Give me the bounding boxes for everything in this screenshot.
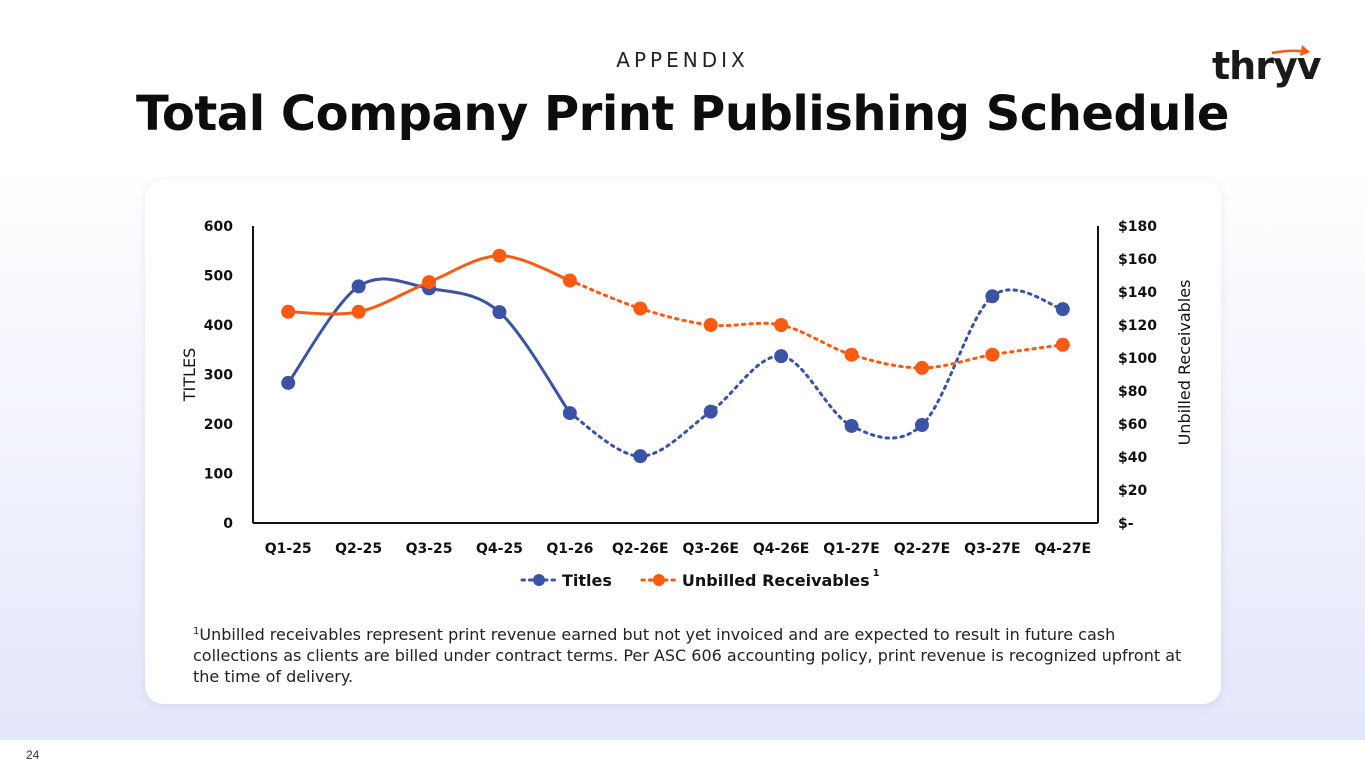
y-tick-label: 400: [204, 318, 233, 334]
x-tick-label: Q4-27E: [1035, 541, 1092, 557]
titles-point: [562, 406, 577, 421]
legend-label-unbilled-receivables: Unbilled Receivables: [682, 571, 870, 590]
unbilled-receivables-point: [703, 318, 718, 332]
titles-line-estimate: [568, 288, 1065, 458]
y2-tick-label: $160: [1118, 252, 1157, 268]
y2-tick-label: $60: [1118, 417, 1147, 433]
x-tick-label: Q2-25: [335, 541, 382, 557]
x-tick-label: Q3-26E: [682, 541, 739, 557]
legend-label-titles: Titles: [562, 571, 612, 590]
x-tick-label: Q3-27E: [964, 541, 1021, 557]
titles-point: [703, 404, 718, 419]
section-kicker: APPENDIX: [616, 48, 749, 72]
y-tick-label: 600: [204, 219, 233, 235]
y-tick-label: 300: [204, 368, 233, 384]
thryv-logo: thryv: [1208, 40, 1321, 90]
footnote: 1Unbilled receivables represent print re…: [193, 624, 1193, 687]
titles-point: [914, 417, 929, 432]
titles-point: [281, 375, 296, 390]
page-title: Total Company Print Publishing Schedule: [136, 86, 1229, 142]
page-number: 24: [26, 748, 40, 762]
y-tick-label: 100: [204, 467, 233, 483]
unbilled-receivables-point: [281, 304, 296, 319]
legend-superscript: 1: [873, 568, 880, 579]
unbilled-receivables-point: [492, 248, 507, 263]
y-tick-label: 200: [204, 417, 233, 433]
unbilled-receivables-point: [422, 275, 437, 290]
y-axis-title: TITLES: [180, 348, 199, 402]
legend-swatch-marker: [533, 574, 545, 586]
unbilled-receivables-point: [774, 318, 789, 332]
titles-point: [351, 279, 366, 294]
y2-tick-label: $140: [1118, 285, 1157, 301]
x-tick-label: Q1-27E: [823, 541, 880, 557]
unbilled-receivables-point: [562, 273, 577, 288]
unbilled-receivables-point: [914, 360, 929, 375]
titles-point: [1055, 302, 1070, 317]
x-tick-label: Q4-25: [476, 541, 523, 557]
y2-tick-label: $180: [1118, 219, 1157, 235]
footnote-text: Unbilled receivables represent print rev…: [193, 625, 1182, 686]
y2-tick-label: $80: [1118, 384, 1147, 400]
y2-tick-label: $100: [1118, 351, 1157, 367]
x-tick-label: Q2-26E: [612, 541, 669, 557]
unbilled-receivables-point: [351, 304, 366, 319]
titles-point: [985, 289, 1000, 304]
unbilled-receivables-point: [985, 347, 1000, 362]
x-tick-label: Q1-26: [546, 541, 593, 557]
y2-tick-label: $40: [1118, 450, 1147, 466]
y2-tick-label: $120: [1118, 318, 1157, 334]
x-tick-label: Q2-27E: [894, 541, 951, 557]
footer-bar: [0, 740, 1365, 768]
titles-point: [492, 305, 507, 320]
y2-tick-label: $20: [1118, 483, 1147, 499]
y-tick-label: 500: [204, 269, 233, 285]
unbilled-receivables-point: [633, 301, 648, 316]
x-tick-label: Q4-26E: [753, 541, 810, 557]
logo-arrow-icon: [1271, 45, 1310, 56]
footnote-marker: 1: [193, 626, 200, 637]
y-tick-label: 0: [223, 516, 233, 532]
legend-swatch-marker: [652, 574, 665, 586]
chart: 0 100 200 300 400 500 600 $- $20 $40 $60 $80 $100 $12…: [180, 219, 1194, 590]
x-tick-label: Q3-25: [406, 541, 453, 557]
y2-axis-title: Unbilled Receivables: [1175, 280, 1194, 446]
titles-point: [844, 418, 859, 433]
y2-tick-label: $-: [1118, 516, 1134, 532]
titles-point: [633, 449, 648, 464]
titles-point: [774, 349, 789, 364]
x-tick-label: Q1-25: [265, 541, 312, 557]
unbilled-receivables-point: [844, 347, 859, 362]
chart-card: 0 100 200 300 400 500 600 $- $20 $40 $60 $80 $100 $12…: [145, 180, 1221, 704]
titles-line-actual: [286, 277, 572, 414]
unbilled-receivables-point: [1055, 337, 1070, 352]
